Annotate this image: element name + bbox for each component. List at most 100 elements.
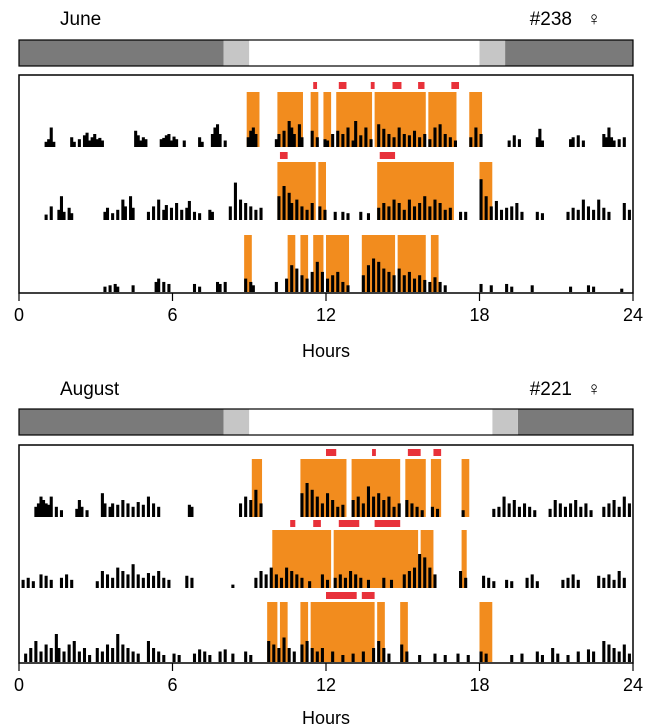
activity-bar [70, 137, 74, 147]
activity-bar [512, 500, 516, 517]
activity-bar [244, 651, 248, 662]
activity-bar [239, 199, 243, 220]
activity-bar [39, 574, 43, 588]
activity-bar [604, 137, 608, 147]
activity-bar [418, 554, 422, 588]
activity-bar [164, 205, 168, 220]
activity-bar [308, 581, 312, 588]
activity-bar [438, 124, 442, 147]
activity-bar [402, 134, 406, 147]
activity-bar [356, 496, 360, 517]
activity-bout [267, 602, 278, 662]
activity-bar [310, 271, 314, 292]
activity-bar [551, 648, 555, 662]
activity-bar [556, 653, 560, 662]
activity-bar [274, 574, 278, 588]
activity-bar [62, 651, 66, 662]
activity-bout [479, 602, 493, 662]
activity-bar [612, 648, 616, 662]
activity-bar [592, 209, 596, 220]
panel-animal-id: #238 [530, 9, 572, 30]
activity-bar [320, 648, 324, 662]
activity-bar [198, 213, 202, 220]
activity-bar [190, 577, 194, 588]
activity-bar [326, 140, 330, 147]
activity-bar [141, 577, 145, 588]
panel-june: June #238 ♀ 0 6 12 18 24 Hours [14, 9, 643, 361]
activity-bar [192, 211, 197, 220]
activity-bar [103, 503, 107, 517]
activity-bar [208, 209, 212, 220]
bout-marker [374, 520, 401, 527]
activity-bar [29, 648, 33, 662]
activity-bar [254, 577, 258, 588]
dark-phase-segment [19, 40, 224, 66]
activity-bar [505, 283, 509, 292]
activity-bar [525, 577, 529, 588]
activity-bar [589, 510, 593, 517]
activity-bar [264, 574, 268, 588]
activity-bar [584, 503, 588, 517]
activity-bar [300, 644, 304, 662]
activity-bar [377, 261, 381, 292]
activity-bar [436, 508, 440, 517]
activity-bar [259, 207, 263, 220]
activity-bar [287, 648, 291, 662]
activity-bar [627, 653, 631, 662]
dark-phase-segment [19, 409, 224, 435]
activity-bar [535, 211, 539, 220]
activity-bar [218, 283, 222, 292]
actogram-plot [21, 449, 631, 662]
activity-bar [82, 648, 87, 662]
activity-bar [323, 209, 327, 220]
x-tick-label: 18 [469, 305, 489, 325]
activity-bar [131, 506, 135, 517]
activity-bar [548, 508, 552, 517]
activity-bar [579, 506, 583, 517]
activity-bar [290, 203, 294, 220]
x-tick-label: 0 [14, 305, 24, 325]
bout-marker [392, 82, 402, 89]
activity-bar [315, 137, 319, 147]
activity-bar [418, 137, 422, 147]
activity-bar [152, 503, 156, 517]
activity-bar [167, 134, 171, 147]
activity-bar [44, 575, 48, 588]
activity-bar [249, 206, 253, 220]
activity-bar [26, 577, 30, 588]
activity-bar [77, 139, 81, 147]
activity-bar [540, 655, 544, 662]
panel-month-label: August [60, 379, 120, 400]
activity-bar [175, 139, 179, 147]
activity-bar [412, 278, 417, 292]
activity-bar [461, 510, 465, 517]
activity-bar [136, 135, 140, 147]
activity-bar [95, 139, 99, 147]
activity-bar [407, 199, 411, 220]
activity-bar [617, 506, 621, 517]
activity-bar [146, 641, 150, 662]
activity-bar [366, 486, 371, 517]
activity-bar [146, 573, 150, 588]
activity-bar [469, 137, 473, 147]
activity-bar [377, 641, 381, 662]
activity-bar [267, 641, 271, 662]
bout-marker [451, 82, 460, 89]
activity-bar [331, 500, 335, 517]
activity-bar [502, 496, 506, 517]
activity-bar [520, 653, 524, 662]
activity-bar [617, 651, 621, 662]
activity-bar [326, 278, 330, 292]
activity-bar [489, 206, 493, 220]
activity-bout [397, 235, 426, 292]
activity-bout [430, 235, 439, 292]
activity-bar [602, 577, 606, 588]
activity-bar [405, 500, 409, 517]
activity-bar [410, 503, 414, 517]
activity-bar [169, 207, 174, 220]
twilight-segment [492, 409, 518, 435]
activity-bar [333, 211, 337, 220]
activity-bout [318, 162, 326, 220]
activity-bar [331, 134, 335, 147]
activity-bar [287, 121, 291, 147]
